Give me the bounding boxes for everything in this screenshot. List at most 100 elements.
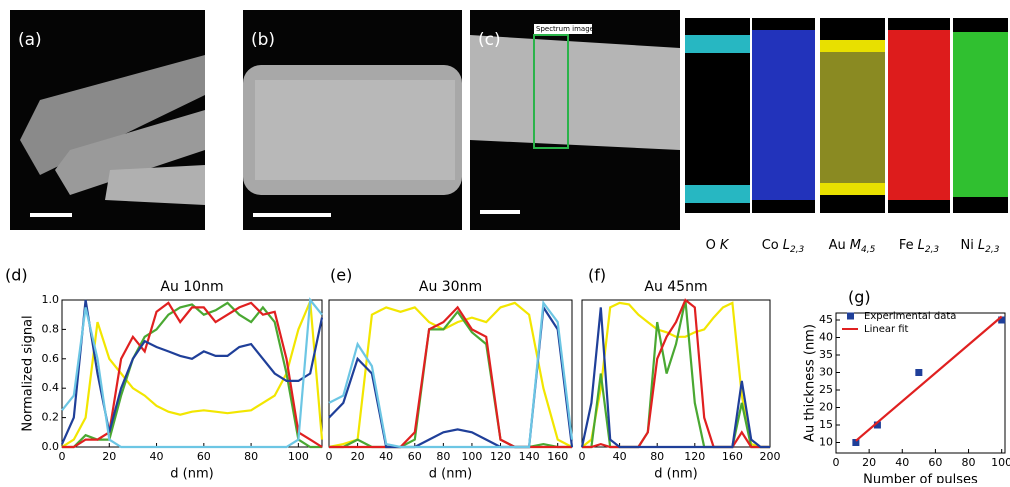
map-signal bbox=[820, 40, 885, 52]
x-tick-label: 20 bbox=[862, 456, 876, 469]
y-tick-label: 25 bbox=[819, 383, 833, 396]
nanotube bbox=[55, 110, 205, 195]
scale-bar bbox=[30, 213, 72, 217]
series-line bbox=[60, 299, 324, 445]
series-line bbox=[61, 301, 324, 448]
x-tick-label: 160 bbox=[722, 450, 743, 463]
map-label: Au M4,5 bbox=[829, 238, 876, 255]
x-tick-label: 40 bbox=[613, 450, 627, 463]
y-tick-label: 0.8 bbox=[42, 322, 60, 335]
edge: L bbox=[783, 238, 790, 253]
y-tick-label: 35 bbox=[819, 348, 833, 361]
x-tick-label: 160 bbox=[547, 450, 568, 463]
x-tick-label: 20 bbox=[351, 450, 365, 463]
x-tick-label: 100 bbox=[461, 450, 482, 463]
x-tick-label: 140 bbox=[519, 450, 540, 463]
x-tick-label: 40 bbox=[895, 456, 909, 469]
panel-label: (d) bbox=[5, 266, 28, 285]
y-axis-label: Au thickness (nm) bbox=[803, 324, 818, 442]
legend-label: Linear fit bbox=[864, 324, 909, 335]
x-tick-label: 100 bbox=[991, 456, 1010, 469]
chart-title: Au 30nm bbox=[419, 279, 482, 295]
panel-label: (g) bbox=[848, 288, 871, 307]
x-tick-label: 40 bbox=[379, 450, 393, 463]
x-tick-label: 40 bbox=[150, 450, 164, 463]
map-label: Fe L2,3 bbox=[899, 238, 940, 255]
x-tick-label: 200 bbox=[760, 450, 781, 463]
scale-bar bbox=[253, 213, 331, 217]
series-line bbox=[61, 297, 323, 449]
y-axis-label: Normalized signal bbox=[21, 315, 36, 431]
x-tick-label: 80 bbox=[436, 450, 450, 463]
legend-swatch bbox=[847, 312, 854, 320]
x-axis-label: d (nm) bbox=[429, 467, 472, 482]
y-tick-label: 0.2 bbox=[42, 411, 60, 424]
element: Ni bbox=[961, 238, 974, 253]
x-axis-label: Number of pulses bbox=[863, 473, 978, 484]
nanotube bbox=[470, 35, 680, 150]
edge: M bbox=[850, 238, 861, 253]
x-tick-label: 100 bbox=[288, 450, 309, 463]
chart-title: Au 45nm bbox=[644, 279, 707, 295]
panel-label: (b) bbox=[251, 30, 275, 50]
plot-frame bbox=[835, 312, 1006, 454]
map-label: Co L2,3 bbox=[762, 238, 805, 255]
edge-sub: 2,3 bbox=[790, 245, 805, 255]
chart-title: Au 10nm bbox=[160, 279, 223, 295]
panel-label: (c) bbox=[478, 30, 501, 50]
x-tick-label: 80 bbox=[962, 456, 976, 469]
x-tick-label: 0 bbox=[326, 450, 333, 463]
map-label: Ni L2,3 bbox=[961, 238, 1000, 255]
edge-sub: 2,3 bbox=[985, 245, 1000, 255]
map-signal bbox=[888, 30, 950, 200]
edge: L bbox=[978, 238, 985, 253]
map-signal bbox=[820, 40, 885, 195]
element: Co bbox=[762, 238, 779, 253]
x-tick-label: 0 bbox=[833, 456, 840, 469]
map-signal bbox=[953, 32, 1008, 197]
point bbox=[873, 421, 881, 429]
element: Au bbox=[829, 238, 846, 253]
x-tick-label: 60 bbox=[197, 450, 211, 463]
map-signal bbox=[685, 185, 750, 203]
y-tick-label: 10 bbox=[819, 436, 833, 449]
scale-bar bbox=[480, 210, 520, 214]
series-line bbox=[328, 301, 573, 449]
x-axis-label: d (nm) bbox=[654, 467, 697, 482]
x-tick-label: 80 bbox=[244, 450, 258, 463]
x-tick-label: 120 bbox=[684, 450, 705, 463]
x-axis-label: d (nm) bbox=[170, 467, 213, 482]
series-line bbox=[581, 301, 770, 449]
nanotube bbox=[20, 55, 205, 175]
series-line bbox=[580, 307, 770, 449]
spectrum-box bbox=[533, 34, 569, 149]
y-tick-label: 0.4 bbox=[42, 381, 60, 394]
edge: K bbox=[720, 238, 730, 253]
x-tick-label: 0 bbox=[59, 450, 66, 463]
map-signal bbox=[820, 183, 885, 195]
x-tick-label: 20 bbox=[102, 450, 116, 463]
map-signal bbox=[752, 30, 815, 200]
x-tick-label: 120 bbox=[490, 450, 511, 463]
point bbox=[998, 316, 1006, 324]
y-tick-label: 20 bbox=[819, 401, 833, 414]
nanotube bbox=[105, 165, 205, 205]
panel-label: (e) bbox=[330, 266, 352, 285]
series-line bbox=[582, 298, 770, 449]
point bbox=[852, 439, 860, 446]
point bbox=[915, 369, 923, 376]
element: Fe bbox=[899, 238, 914, 253]
x-tick-label: 60 bbox=[408, 450, 422, 463]
y-tick-label: 15 bbox=[819, 418, 833, 431]
series-line bbox=[62, 301, 322, 449]
panel-label: (f) bbox=[588, 266, 606, 285]
edge: L bbox=[918, 238, 925, 253]
y-tick-label: 45 bbox=[819, 313, 833, 326]
x-tick-label: 80 bbox=[650, 450, 664, 463]
edge-sub: 2,3 bbox=[925, 245, 940, 255]
x-tick-label: 0 bbox=[579, 450, 586, 463]
inset-label: Spectrum image bbox=[536, 25, 594, 33]
y-tick-label: 0.6 bbox=[42, 352, 60, 365]
